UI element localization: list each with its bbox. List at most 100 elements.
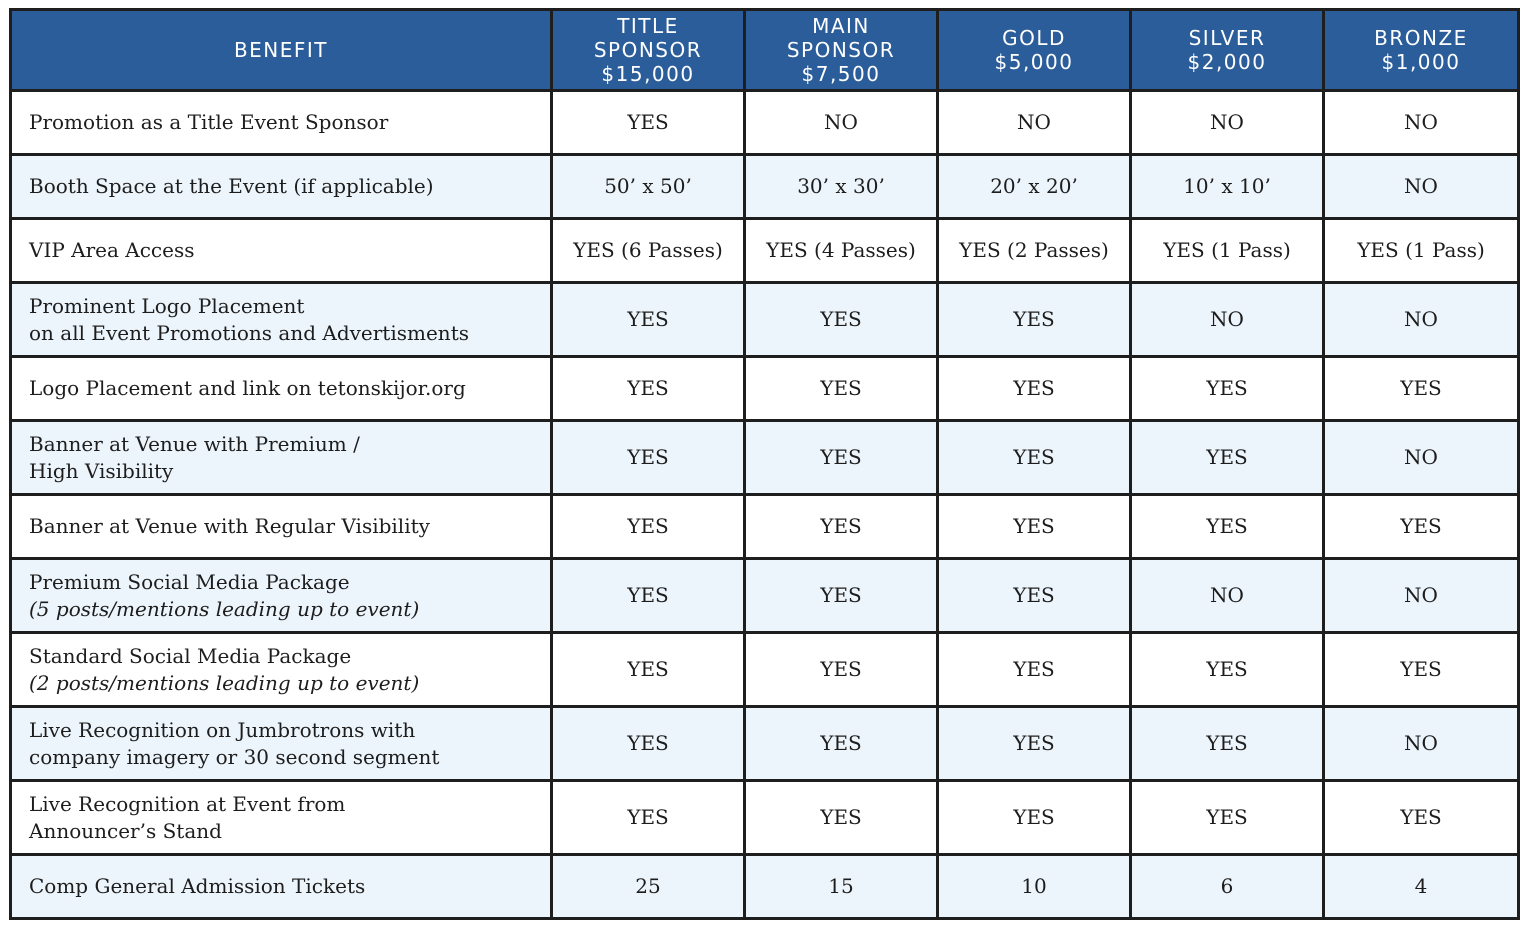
- benefit-cell: Promotion as a Title Event Sponsor: [9, 89, 553, 156]
- benefit-text: on all Event Promotions and Advertisment…: [29, 320, 469, 345]
- tier-value-cell: YES: [743, 557, 939, 634]
- header-tier-line: TITLE: [617, 14, 679, 38]
- benefit-text: VIP Area Access: [29, 238, 195, 262]
- tier-value-cell: 4: [1322, 853, 1520, 920]
- benefit-text: Banner at Venue with Premium /: [29, 431, 360, 456]
- header-tier-gold: GOLD $5,000: [936, 8, 1132, 92]
- benefit-text: Standard Social Media Package: [29, 643, 352, 668]
- tier-value-cell: YES: [550, 631, 746, 708]
- benefit-text: Live Recognition on Jumbrotrons with: [29, 717, 416, 742]
- benefit-text: Promotion as a Title Event Sponsor: [29, 110, 389, 134]
- tier-value-cell: YES: [550, 779, 746, 856]
- tier-value-cell: YES: [743, 705, 939, 782]
- table-row: Banner at Venue with Premium / High Visib…: [9, 419, 1520, 496]
- tier-value-cell: YES: [743, 631, 939, 708]
- table-body: Promotion as a Title Event Sponsor YES NO N…: [9, 89, 1520, 920]
- table-row: Logo Placement and link on tetonskijor.o…: [9, 355, 1520, 422]
- header-row: BENEFIT TITLE SPONSOR $15,000 MAIN SPONS…: [9, 8, 1520, 92]
- tier-value-cell: 20’ x 20’: [936, 153, 1132, 220]
- header-tier-silver: SILVER $2,000: [1129, 8, 1325, 92]
- header-tier-line: SPONSOR: [786, 38, 896, 62]
- benefit-cell: Banner at Venue with Premium / High Visib…: [9, 419, 553, 496]
- benefit-cell: Standard Social Media Package (2 posts/me…: [9, 631, 553, 708]
- benefit-text: High Visibility: [29, 458, 174, 483]
- tier-value-cell: YES: [1129, 419, 1325, 496]
- tier-value-cell: YES: [1129, 355, 1325, 422]
- benefit-cell: Booth Space at the Event (if applicable): [9, 153, 553, 220]
- tier-value-cell: YES: [936, 631, 1132, 708]
- tier-value-cell: YES (1 Pass): [1322, 217, 1520, 284]
- tier-value-cell: NO: [1322, 557, 1520, 634]
- benefit-text: Premium Social Media Package: [29, 569, 350, 594]
- header-benefit: BENEFIT: [9, 8, 553, 92]
- header-tier-line: MAIN: [812, 14, 870, 38]
- table-row: Banner at Venue with Regular Visibility Y…: [9, 493, 1520, 560]
- tier-value-cell: YES: [550, 355, 746, 422]
- tier-value-cell: 30’ x 30’: [743, 153, 939, 220]
- tier-value-cell: YES: [743, 281, 939, 358]
- tier-value-cell: NO: [1322, 153, 1520, 220]
- table-row: Premium Social Media Package (5 posts/men…: [9, 557, 1520, 634]
- benefit-text: Banner at Venue with Regular Visibility: [29, 514, 430, 538]
- tier-value-cell: YES: [1129, 705, 1325, 782]
- table-row: Live Recognition at Event from Announcer’…: [9, 779, 1520, 856]
- tier-value-cell: YES: [1129, 779, 1325, 856]
- tier-value-cell: YES: [550, 705, 746, 782]
- benefit-cell: Comp General Admission Tickets: [9, 853, 553, 920]
- tier-value-cell: NO: [1322, 705, 1520, 782]
- tier-value-cell: YES (4 Passes): [743, 217, 939, 284]
- tier-value-cell: NO: [1129, 281, 1325, 358]
- benefit-cell: Live Recognition at Event from Announcer’…: [9, 779, 553, 856]
- tier-value-cell: YES: [936, 705, 1132, 782]
- benefit-cell: Banner at Venue with Regular Visibility: [9, 493, 553, 560]
- tier-value-cell: NO: [1129, 89, 1325, 156]
- benefit-text: Logo Placement and link on tetonskijor.o…: [29, 376, 466, 400]
- table-row: VIP Area Access YES (6 Passes) YES (4 Pass…: [9, 217, 1520, 284]
- tier-value-cell: YES: [936, 493, 1132, 560]
- table-row: Promotion as a Title Event Sponsor YES NO N…: [9, 89, 1520, 156]
- tier-value-cell: YES (6 Passes): [550, 217, 746, 284]
- table-row: Booth Space at the Event (if applicable)…: [9, 153, 1520, 220]
- benefit-text: Booth Space at the Event (if applicable): [29, 174, 434, 198]
- tier-value-cell: NO: [936, 89, 1132, 156]
- tier-value-cell: YES: [550, 493, 746, 560]
- tier-value-cell: NO: [1322, 281, 1520, 358]
- tier-value-cell: YES: [1322, 631, 1520, 708]
- tier-value-cell: YES: [550, 419, 746, 496]
- tier-value-cell: YES: [1129, 493, 1325, 560]
- tier-value-cell: 15: [743, 853, 939, 920]
- table-row: Live Recognition on Jumbrotrons with comp…: [9, 705, 1520, 782]
- tier-value-cell: 6: [1129, 853, 1325, 920]
- table-row: Comp General Admission Tickets 25 15 10 6 4: [9, 853, 1520, 920]
- benefit-text: Announcer’s Stand: [29, 818, 222, 843]
- benefit-text: (5 posts/mentions leading up to event): [29, 596, 420, 621]
- header-tier-price: $15,000: [601, 62, 695, 86]
- header-tier-price: $7,500: [801, 62, 881, 86]
- benefit-text: (2 posts/mentions leading up to event): [29, 670, 420, 695]
- tier-value-cell: NO: [1322, 89, 1520, 156]
- tier-value-cell: NO: [1129, 557, 1325, 634]
- tier-value-cell: YES: [936, 281, 1132, 358]
- tier-value-cell: YES: [1322, 493, 1520, 560]
- benefit-text: Comp General Admission Tickets: [29, 874, 366, 898]
- tier-value-cell: 10: [936, 853, 1132, 920]
- tier-value-cell: YES: [743, 419, 939, 496]
- tier-value-cell: YES: [936, 557, 1132, 634]
- benefit-cell: Live Recognition on Jumbrotrons with comp…: [9, 705, 553, 782]
- benefit-cell: VIP Area Access: [9, 217, 553, 284]
- tier-value-cell: YES: [743, 779, 939, 856]
- tier-value-cell: YES: [936, 779, 1132, 856]
- header-tier-main-sponsor: MAIN SPONSOR $7,500: [743, 8, 939, 92]
- tier-value-cell: YES (2 Passes): [936, 217, 1132, 284]
- tier-value-cell: YES: [936, 355, 1132, 422]
- tier-value-cell: YES: [1322, 355, 1520, 422]
- header-tier-line: SPONSOR: [593, 38, 703, 62]
- tier-value-cell: YES: [1322, 779, 1520, 856]
- benefit-text: company imagery or 30 second segment: [29, 744, 440, 769]
- header-tier-line: SILVER: [1188, 26, 1266, 50]
- header-tier-price: $2,000: [1187, 50, 1267, 74]
- header-tier-price: $5,000: [994, 50, 1074, 74]
- tier-value-cell: YES: [550, 89, 746, 156]
- tier-value-cell: 25: [550, 853, 746, 920]
- tier-value-cell: NO: [743, 89, 939, 156]
